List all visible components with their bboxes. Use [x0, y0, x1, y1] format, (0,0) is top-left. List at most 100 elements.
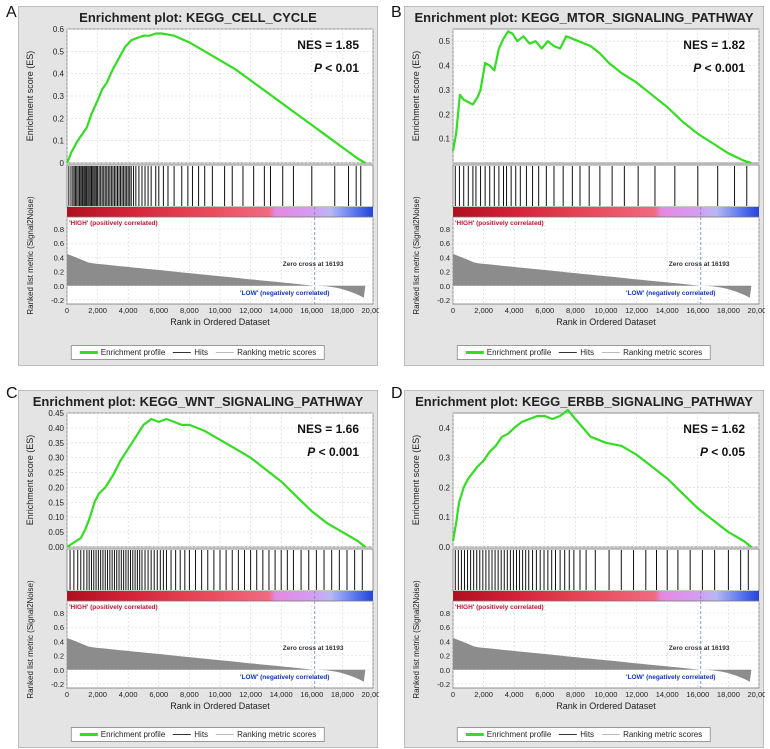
es-ytick-label: 0.2	[439, 110, 451, 119]
legend-swatch	[465, 733, 484, 736]
metric-ytick-label: -0.2	[437, 296, 450, 305]
legend-label: Hits	[580, 348, 595, 357]
plot-title: Enrichment plot: KEGG_MTOR_SIGNALING_PAT…	[414, 10, 754, 25]
enrichment-plot-panel: Enrichment plot: KEGG_CELL_CYCLE 0 0.1 0.2 0…	[18, 6, 379, 366]
metric-ytick-label: 0.6	[54, 623, 64, 632]
es-axis-label: Enrichment score (ES)	[411, 435, 421, 526]
legend-item: Ranking metric scores	[602, 730, 702, 739]
legend-label: Ranking metric scores	[237, 730, 317, 739]
legend-item: Enrichment profile	[465, 730, 552, 739]
xtick-label: 20,000	[748, 306, 765, 315]
xtick-label: 0	[451, 306, 455, 315]
ranking-metric-area	[453, 637, 752, 682]
high-label: 'HIGH' (positively correlated)	[69, 220, 158, 227]
metric-ytick-label: 0.0	[54, 666, 64, 675]
legend-item: Hits	[173, 348, 208, 357]
legend-item: Hits	[173, 730, 208, 739]
enrichment-plot-panel: Enrichment plot: KEGG_WNT_SIGNALING_PATH…	[18, 390, 379, 748]
xtick-label: 0	[451, 690, 455, 699]
hits-area	[452, 548, 760, 592]
legend-swatch	[602, 352, 621, 353]
legend: Enrichment profile Hits Ranking metric sco…	[456, 345, 712, 360]
legend-swatch	[79, 733, 98, 736]
low-label: 'LOW' (negatively correlated)	[626, 674, 715, 681]
ranked-list-color-bar	[67, 591, 373, 601]
legend: Enrichment profile Hits Ranking metric sco…	[456, 727, 712, 742]
xtick-label: 8,000	[566, 306, 585, 315]
legend-swatch	[602, 734, 621, 735]
metric-ytick-label: 0.6	[440, 239, 450, 248]
metric-ytick-label: 0.2	[54, 652, 64, 661]
metric-ytick-label: 0.4	[440, 637, 450, 646]
enrichment-plot-panel: Enrichment plot: KEGG_ERBB_SIGNALING_PAT…	[404, 390, 765, 748]
legend-swatch	[559, 734, 578, 735]
ranking-metric-area	[67, 253, 366, 298]
xtick-label: 12,000	[239, 690, 262, 699]
metric-ytick-label: 0.2	[440, 652, 450, 661]
xtick-label: 18,000	[717, 306, 740, 315]
es-ytick-label: 0.1	[53, 137, 65, 146]
enrichment-plot-panel: Enrichment plot: KEGG_MTOR_SIGNALING_PAT…	[404, 6, 765, 366]
metric-ytick-label: -0.2	[437, 680, 450, 689]
legend-label: Hits	[194, 730, 209, 739]
metric-ytick-label: 0.4	[440, 253, 450, 262]
x-axis-label: Rank in Ordered Dataset	[556, 701, 656, 711]
xtick-label: 14,000	[656, 690, 679, 699]
p-value-label: P < 0.001	[307, 445, 359, 459]
xtick-label: 14,000	[270, 306, 293, 315]
xtick-label: 2,000	[88, 306, 107, 315]
metric-ytick-label: 0.8	[54, 609, 64, 618]
xtick-label: 18,000	[331, 306, 354, 315]
ranked-list-color-bar	[453, 207, 759, 217]
panel-letter: A	[6, 4, 17, 21]
enrichment-profile-line	[65, 32, 366, 164]
xtick-label: 10,000	[209, 306, 232, 315]
legend: Enrichment profile Hits Ranking metric sco…	[70, 727, 326, 742]
high-label: 'HIGH' (positively correlated)	[455, 220, 544, 227]
nes-label: NES = 1.62	[683, 422, 745, 436]
ranking-metric-area	[453, 253, 752, 298]
legend-label: Enrichment profile	[486, 730, 552, 739]
xtick-label: 2,000	[474, 306, 493, 315]
panel-letter: D	[391, 385, 403, 402]
p-value-label: P < 0.01	[314, 61, 359, 75]
hits-area	[452, 164, 760, 208]
low-label: 'LOW' (negatively correlated)	[240, 290, 329, 297]
xtick-label: 0	[65, 306, 69, 315]
metric-plot-area	[452, 600, 760, 689]
plot-svg: 0.1 0.2 0.3 0.4 0.5 NES = 1.82 P < 0.001 Enrich…	[411, 28, 765, 327]
x-axis-label: Rank in Ordered Dataset	[556, 317, 656, 327]
xtick-label: 4,000	[505, 306, 524, 315]
es-ytick-label: 0.35	[48, 439, 64, 448]
legend-item: Hits	[559, 730, 594, 739]
low-label: 'LOW' (negatively correlated)	[626, 290, 715, 297]
ranked-list-color-bar	[453, 591, 759, 601]
xtick-label: 12,000	[625, 690, 648, 699]
x-axis-label: Rank in Ordered Dataset	[170, 701, 270, 711]
metric-ytick-label: 0.0	[440, 666, 450, 675]
es-ytick-label: 0.45	[48, 409, 64, 418]
xtick-label: 6,000	[149, 306, 168, 315]
metric-ytick-label: -0.2	[51, 680, 64, 689]
xtick-label: 4,000	[505, 690, 524, 699]
legend-swatch	[79, 351, 98, 354]
legend-label: Ranking metric scores	[237, 348, 317, 357]
xtick-label: 14,000	[270, 690, 293, 699]
es-ytick-label: 0.5	[53, 47, 65, 56]
xtick-label: 8,000	[180, 306, 199, 315]
es-ytick-label: 0.5	[439, 37, 451, 46]
metric-ytick-label: 0.6	[54, 239, 64, 248]
es-axis-label: Enrichment score (ES)	[25, 51, 35, 142]
zero-cross-label: Zero cross at 16193	[669, 261, 730, 268]
low-label: 'LOW' (negatively correlated)	[240, 674, 329, 681]
xtick-label: 20,000	[362, 306, 379, 315]
legend-item: Enrichment profile	[465, 348, 551, 357]
es-ytick-label: 0.10	[48, 513, 64, 522]
es-ytick-label: 0.3	[439, 454, 451, 463]
xtick-label: 4,000	[119, 690, 138, 699]
legend-item: Enrichment profile	[79, 730, 165, 739]
nes-label: NES = 1.82	[683, 38, 745, 52]
es-ytick-label: 0.4	[439, 424, 451, 433]
xtick-label: 2,000	[474, 690, 493, 699]
xtick-label: 6,000	[149, 690, 168, 699]
